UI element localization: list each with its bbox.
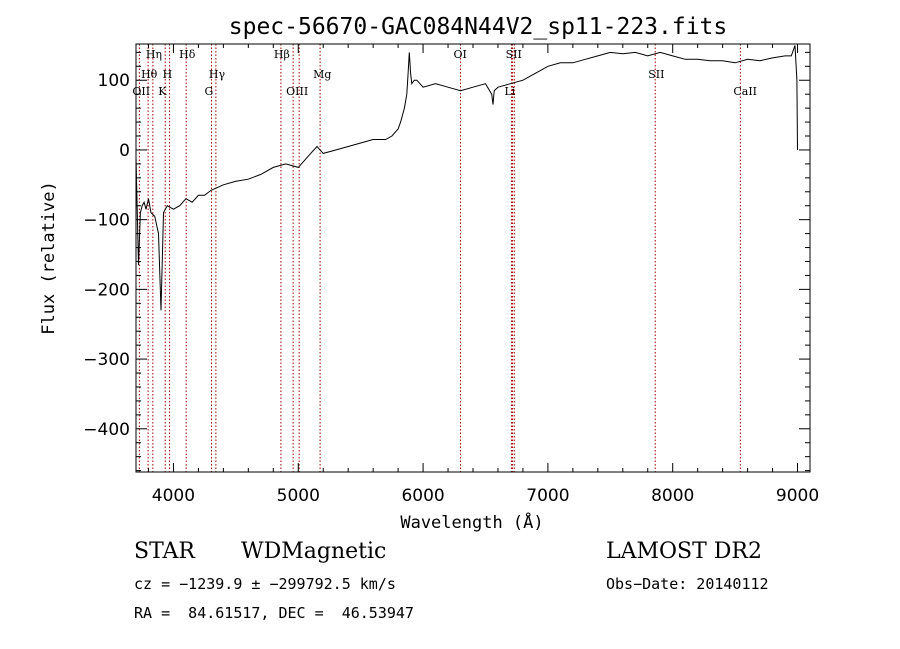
coordinates-text: RA = 84.61517, DEC = 46.53947 [134,604,414,622]
y-tick-label-1: 0 [119,141,130,161]
x-tick-label-3: 7000 [526,486,569,506]
line-label-16: SII [648,68,664,81]
line-label-17: CaII [733,85,757,98]
line-label-0: Hη [146,48,162,61]
y-tick-label-0: 100 [98,71,130,91]
y-tick-label-2: −100 [83,211,130,231]
y-tick-label-3: −200 [83,280,130,300]
axis-ticks: 4000 5000 6000 7000 8000 9000 100 0 −100 −200 −300… [83,44,819,506]
x-tick-label-4: 8000 [651,486,694,506]
line-label-6: Hγ [209,68,226,81]
line-labels: Hη Hθ OII HK Hδ Hγ G Hβ OIII Mg OI SII Li SII CaII [132,48,757,98]
redshift-text: cz = −1239.9 ± −299792.5 km/s [134,575,396,593]
line-label-7: G [205,85,214,98]
chart-title: spec-56670-GAC084N44V2_sp11-223.fits [229,14,728,40]
line-label-8: Hβ [274,48,290,61]
line-label-15: Li [504,85,515,98]
line-label-4: K [158,85,167,98]
line-label-11: Mg [313,68,331,81]
line-label-3: H [163,68,173,81]
y-tick-label-4: −300 [83,350,130,370]
line-label-9: OIII [286,85,308,98]
object-subclass: WDMagnetic [241,539,387,564]
line-label-12: OI [454,48,467,61]
y-axis-label: Flux (relative) [39,181,59,335]
line-label-5: Hδ [179,48,196,61]
survey-name: LAMOST DR2 [606,539,762,564]
x-tick-label-5: 9000 [776,486,819,506]
x-tick-label-2: 6000 [401,486,444,506]
obs-date-text: Obs−Date: 20140112 [606,575,769,593]
line-markers [138,44,741,472]
x-tick-label-1: 5000 [277,486,320,506]
x-tick-label-0: 4000 [152,486,195,506]
line-label-2: OII [132,85,150,98]
plot-frame [135,43,811,473]
object-class: STAR [134,539,195,564]
spectrum-line [135,45,798,311]
line-label-1: Hθ [141,68,158,81]
x-axis-label: Wavelength (Å) [400,511,543,533]
y-tick-label-5: −400 [83,420,130,440]
line-label-13: SII [506,48,522,61]
